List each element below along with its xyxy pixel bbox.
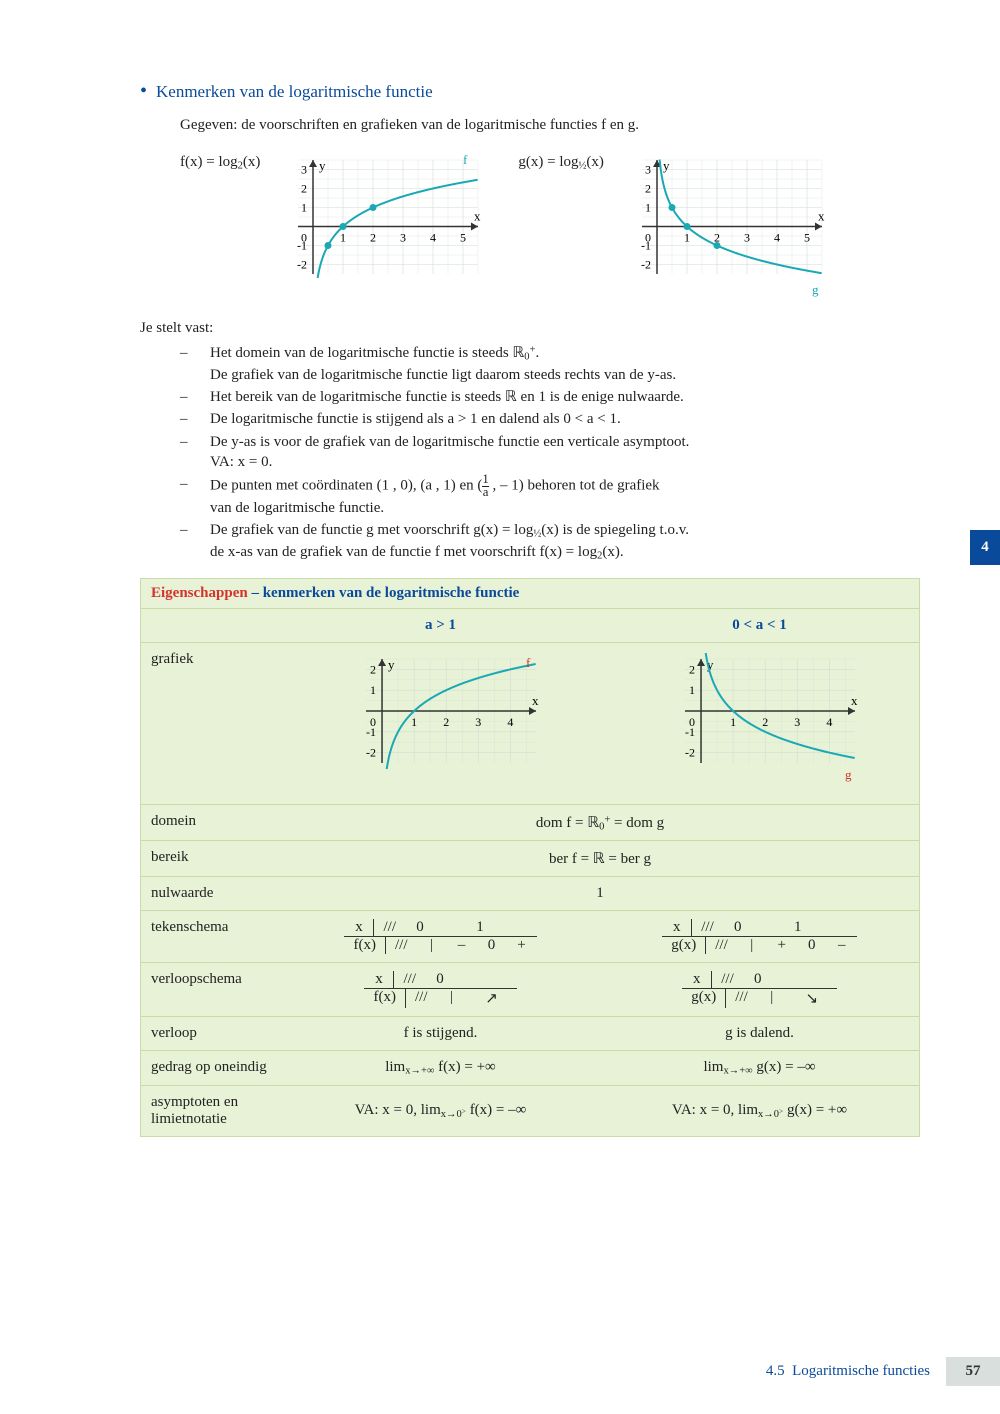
verloop-f: f is stijgend. — [281, 1017, 600, 1051]
row-verloop-label: verloop — [141, 1017, 281, 1051]
svg-text:1: 1 — [689, 683, 695, 697]
svg-text:1: 1 — [340, 231, 346, 245]
row-domein-label: domein — [141, 804, 281, 841]
formula-g: g(x) = log½(x) — [518, 152, 604, 172]
properties-box: Eigenschappen – kenmerken van de logarit… — [140, 578, 920, 1137]
svg-text:3: 3 — [645, 163, 651, 177]
svg-text:4: 4 — [507, 715, 513, 729]
verloopschema-f: x///0 f(x)///|↗ — [281, 963, 600, 1017]
bereik-value: ber f = ℝ = ber g — [281, 841, 919, 877]
teken-g: x///01 g(x)///|+0– — [600, 911, 919, 963]
teken-f: x///01 f(x)///|–0+ — [281, 911, 600, 963]
svg-text:2: 2 — [443, 715, 449, 729]
domein-value: dom f = ℝ0+ = dom g — [281, 804, 919, 841]
svg-text:2: 2 — [370, 662, 376, 676]
svg-text:g: g — [845, 767, 852, 782]
svg-text:y: y — [663, 158, 670, 173]
svg-text:-2: -2 — [297, 258, 307, 272]
svg-text:1: 1 — [645, 201, 651, 215]
svg-text:3: 3 — [744, 231, 750, 245]
svg-text:3: 3 — [301, 163, 307, 177]
svg-text:4: 4 — [430, 231, 436, 245]
page-number: 57 — [946, 1357, 1000, 1386]
top-charts-row: f(x) = log2(x) 12345-2-11230xy f g(x) = … — [180, 152, 920, 302]
obs-item: De y-as is voor de grafiek van de logari… — [180, 432, 920, 473]
svg-text:0: 0 — [645, 231, 651, 245]
svg-text:g: g — [812, 282, 819, 297]
svg-text:4: 4 — [774, 231, 780, 245]
svg-text:y: y — [388, 657, 395, 672]
gedrag-f: limx→+∞ f(x) = +∞ — [281, 1051, 600, 1086]
svg-text:x: x — [818, 209, 825, 224]
row-asym-label: asymptoten en limietnotatie — [141, 1086, 281, 1137]
svg-text:x: x — [532, 693, 539, 708]
page-footer: 4.5 Logaritmische functies 57 — [766, 1357, 1000, 1386]
obs-item: Het bereik van de logaritmische functie … — [180, 387, 920, 407]
svg-text:0: 0 — [370, 715, 376, 729]
section-heading: Kenmerken van de logaritmische functie — [140, 80, 920, 103]
row-bereik-label: bereik — [141, 841, 281, 877]
chart-f-log2: 12345-2-11230xy f — [268, 152, 488, 302]
verloopschema-g: x///0 g(x)///|↘ — [600, 963, 919, 1017]
svg-text:y: y — [319, 158, 326, 173]
svg-text:-2: -2 — [685, 745, 695, 759]
svg-text:1: 1 — [370, 683, 376, 697]
chapter-tab: 4 — [970, 530, 1000, 565]
obs-item: De punten met coördinaten (1 , 0), (a , … — [180, 474, 920, 518]
svg-text:5: 5 — [460, 231, 466, 245]
svg-text:3: 3 — [794, 715, 800, 729]
svg-text:1: 1 — [301, 201, 307, 215]
verloop-g: g is dalend. — [600, 1017, 919, 1051]
svg-text:4: 4 — [826, 715, 832, 729]
asym-f: VA: x = 0, limx→0> f(x) = –∞ — [281, 1086, 600, 1137]
svg-text:1: 1 — [684, 231, 690, 245]
formula-f: f(x) = log2(x) — [180, 152, 260, 172]
col-b-heading: 0 < a < 1 — [600, 608, 919, 642]
properties-table: a > 10 < a < 1 grafiek 1234-2-1120xy f 1… — [141, 608, 919, 1136]
svg-text:1: 1 — [730, 715, 736, 729]
svg-text:f: f — [463, 152, 468, 167]
obs-item: De logaritmische functie is stijgend als… — [180, 409, 920, 429]
properties-title: Eigenschappen – kenmerken van de logarit… — [141, 579, 919, 608]
svg-text:3: 3 — [475, 715, 481, 729]
svg-text:0: 0 — [689, 715, 695, 729]
asym-g: VA: x = 0, limx→0> g(x) = +∞ — [600, 1086, 919, 1137]
svg-text:-2: -2 — [641, 258, 651, 272]
svg-text:2: 2 — [370, 231, 376, 245]
chart-g-loghalf: 12345-2-11230xy g — [612, 152, 832, 302]
svg-text:3: 3 — [400, 231, 406, 245]
svg-text:-2: -2 — [366, 745, 376, 759]
row-gedrag-label: gedrag op oneindig — [141, 1051, 281, 1086]
svg-text:0: 0 — [301, 231, 307, 245]
row-verloopschema-label: verloopschema — [141, 963, 281, 1017]
intro-text: Gegeven: de voorschriften en grafieken v… — [180, 117, 920, 134]
col-a-heading: a > 1 — [281, 608, 600, 642]
observation-list: Het domein van de logaritmische functie … — [180, 343, 920, 564]
svg-text:f: f — [526, 655, 531, 670]
nul-value: 1 — [281, 877, 919, 911]
je-stelt-vast: Je stelt vast: — [140, 320, 920, 337]
obs-item: De grafiek van de functie g met voorschr… — [180, 520, 920, 564]
table-chart-f: 1234-2-1120xy f — [336, 651, 546, 791]
svg-text:x: x — [851, 693, 858, 708]
gedrag-g: limx→+∞ g(x) = –∞ — [600, 1051, 919, 1086]
row-teken-label: tekenschema — [141, 911, 281, 963]
svg-text:2: 2 — [301, 182, 307, 196]
row-nul-label: nulwaarde — [141, 877, 281, 911]
svg-text:2: 2 — [762, 715, 768, 729]
svg-text:5: 5 — [804, 231, 810, 245]
svg-text:1: 1 — [411, 715, 417, 729]
svg-text:x: x — [474, 209, 481, 224]
svg-text:2: 2 — [689, 662, 695, 676]
svg-text:2: 2 — [645, 182, 651, 196]
row-grafiek-label: grafiek — [141, 642, 281, 804]
obs-item: Het domein van de logaritmische functie … — [180, 343, 920, 385]
table-chart-g: 1234-2-1120xy g — [655, 651, 865, 791]
